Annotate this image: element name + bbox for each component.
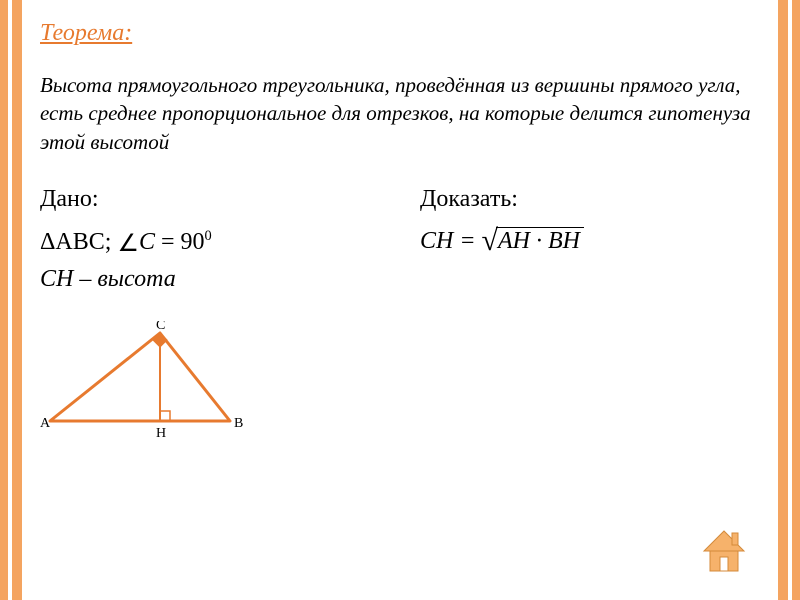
svg-text:A: A — [40, 416, 51, 431]
given-line-2: CH – высота — [40, 266, 380, 293]
degree-sup: 0 — [205, 228, 212, 244]
angle-symbol: ∠ — [117, 229, 139, 258]
triangle-diagram: A B C H — [40, 321, 250, 451]
slide-border-right — [778, 0, 800, 600]
prove-column: Доказать: CH = √AH · BH — [420, 186, 760, 456]
given-line-1: ΔABC; ∠C = 900 — [40, 227, 380, 256]
given-column: Дано: ΔABC; ∠C = 900 CH – высота ABCH — [40, 186, 380, 456]
theorem-text: Высота прямоугольного треугольника, пров… — [40, 71, 760, 156]
prove-formula: CH = √AH · BH — [420, 227, 760, 255]
radical-sign: √ — [482, 229, 498, 253]
given-triangle: ΔABC; — [40, 229, 117, 255]
prove-label: Доказать: — [420, 186, 760, 213]
equals-90: = 90 — [155, 229, 205, 255]
radicand: AH · BH — [496, 227, 584, 255]
sqrt-expression: √AH · BH — [482, 227, 584, 255]
ch-height: CH – высота — [40, 266, 176, 292]
slide-content: Теорема: Высота прямоугольного треугольн… — [40, 20, 760, 580]
angle-vertex: C — [139, 229, 155, 255]
svg-text:B: B — [234, 416, 243, 431]
prove-lhs: CH = — [420, 228, 482, 254]
slide-border-left — [0, 0, 22, 600]
svg-text:C: C — [156, 321, 165, 333]
theorem-title: Теорема: — [40, 20, 760, 47]
svg-text:H: H — [156, 426, 166, 441]
given-label: Дано: — [40, 186, 380, 213]
columns: Дано: ΔABC; ∠C = 900 CH – высота ABCH До… — [40, 186, 760, 456]
home-icon[interactable] — [698, 523, 750, 575]
